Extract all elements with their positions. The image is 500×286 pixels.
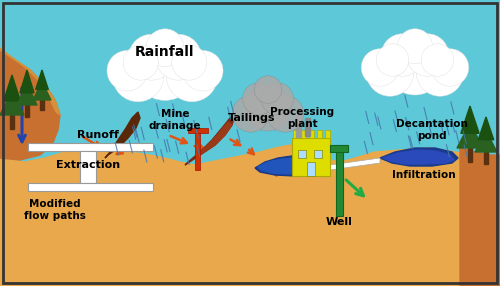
Circle shape bbox=[242, 83, 275, 115]
Bar bbox=[317, 130, 322, 138]
Circle shape bbox=[156, 34, 202, 80]
Circle shape bbox=[261, 83, 294, 115]
Polygon shape bbox=[255, 156, 318, 176]
Bar bbox=[28, 143, 153, 151]
Text: Processing
plant: Processing plant bbox=[270, 107, 334, 129]
Bar bbox=[293, 130, 298, 138]
Circle shape bbox=[385, 35, 445, 95]
Bar bbox=[336, 148, 343, 216]
Polygon shape bbox=[4, 75, 20, 101]
Bar bbox=[305, 118, 310, 136]
Bar bbox=[307, 162, 315, 176]
Bar bbox=[25, 105, 29, 117]
Polygon shape bbox=[0, 48, 60, 115]
Circle shape bbox=[398, 29, 432, 64]
Circle shape bbox=[146, 29, 184, 67]
Polygon shape bbox=[105, 112, 140, 158]
Bar bbox=[484, 152, 488, 164]
Circle shape bbox=[132, 35, 198, 100]
Text: Modified
flow paths: Modified flow paths bbox=[24, 199, 86, 221]
Circle shape bbox=[232, 95, 269, 132]
Bar bbox=[330, 145, 348, 152]
Bar bbox=[301, 130, 306, 138]
Bar bbox=[28, 183, 153, 191]
Text: Runoff: Runoff bbox=[77, 130, 119, 140]
Bar bbox=[296, 115, 301, 137]
Circle shape bbox=[107, 50, 148, 91]
Polygon shape bbox=[0, 145, 500, 286]
Text: Well: Well bbox=[326, 217, 352, 227]
Circle shape bbox=[128, 34, 174, 80]
Circle shape bbox=[416, 49, 464, 96]
Text: Mine
drainage: Mine drainage bbox=[149, 109, 201, 131]
Circle shape bbox=[245, 85, 291, 131]
Polygon shape bbox=[457, 123, 483, 148]
Polygon shape bbox=[475, 131, 497, 152]
Circle shape bbox=[431, 49, 469, 86]
Bar bbox=[195, 128, 200, 170]
Circle shape bbox=[123, 45, 158, 80]
Circle shape bbox=[254, 76, 282, 104]
Circle shape bbox=[366, 49, 414, 96]
Circle shape bbox=[182, 50, 223, 91]
Polygon shape bbox=[0, 50, 60, 160]
Polygon shape bbox=[185, 118, 234, 165]
Circle shape bbox=[376, 44, 409, 76]
Bar bbox=[292, 138, 330, 176]
Text: Decantation
pond: Decantation pond bbox=[396, 119, 468, 141]
Text: Extraction: Extraction bbox=[56, 160, 120, 170]
Bar bbox=[309, 130, 314, 138]
Polygon shape bbox=[461, 106, 479, 133]
Bar bbox=[40, 100, 44, 110]
Bar bbox=[80, 151, 96, 183]
Circle shape bbox=[382, 34, 424, 76]
Polygon shape bbox=[330, 158, 380, 170]
Circle shape bbox=[172, 45, 207, 80]
Text: Infiltration: Infiltration bbox=[392, 170, 456, 180]
Polygon shape bbox=[0, 91, 24, 115]
Polygon shape bbox=[33, 82, 51, 100]
Circle shape bbox=[166, 50, 218, 102]
Bar bbox=[468, 148, 472, 162]
Polygon shape bbox=[383, 150, 454, 164]
Polygon shape bbox=[36, 70, 49, 90]
Circle shape bbox=[421, 44, 454, 76]
Polygon shape bbox=[17, 84, 37, 105]
Bar bbox=[188, 128, 208, 133]
Bar bbox=[298, 150, 306, 158]
Polygon shape bbox=[380, 148, 458, 166]
Bar bbox=[10, 115, 14, 129]
Text: Tailings: Tailings bbox=[228, 113, 276, 123]
Polygon shape bbox=[258, 158, 314, 174]
Text: Rainfall: Rainfall bbox=[135, 45, 195, 59]
Polygon shape bbox=[460, 148, 500, 286]
Polygon shape bbox=[478, 117, 494, 140]
Bar bbox=[325, 130, 330, 138]
Polygon shape bbox=[198, 122, 232, 155]
Circle shape bbox=[361, 49, 399, 86]
Circle shape bbox=[267, 95, 304, 132]
Circle shape bbox=[406, 34, 449, 76]
Bar bbox=[314, 150, 322, 158]
Polygon shape bbox=[20, 70, 34, 93]
Circle shape bbox=[112, 50, 164, 102]
